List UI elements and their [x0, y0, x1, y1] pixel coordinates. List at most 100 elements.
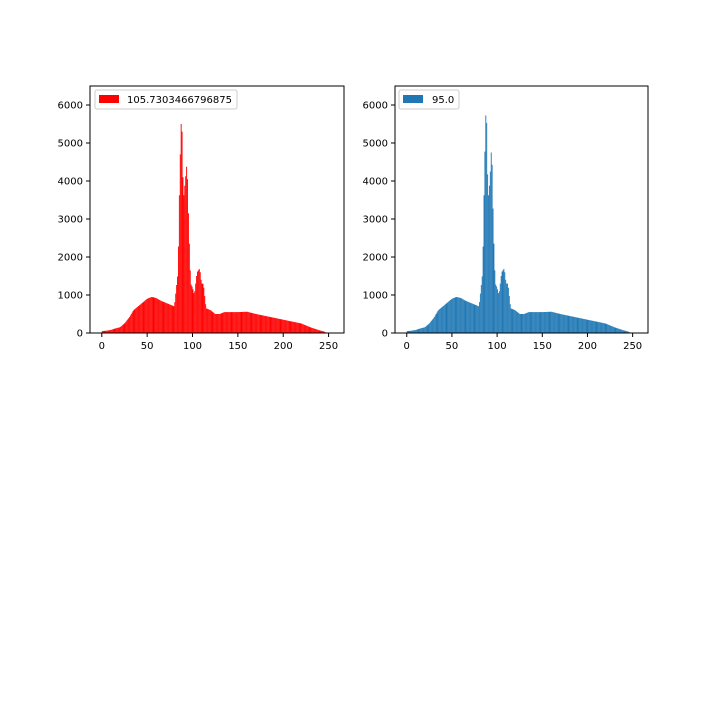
right-histogram-bar [531, 312, 533, 333]
left-histogram-bar [126, 320, 128, 333]
left-histogram-bar [133, 309, 135, 333]
right-histogram-bar [614, 327, 616, 333]
left-histogram-bar [145, 299, 147, 333]
left-histogram-bar [174, 302, 176, 334]
left-histogram-bar [196, 276, 198, 333]
left-histogram-bar [135, 308, 137, 333]
left-histogram-bar [240, 311, 242, 333]
left-histogram-bar [158, 299, 159, 333]
right-histogram-bar [510, 308, 512, 333]
right-histogram-bar [628, 331, 630, 333]
left-histogram-bar [193, 293, 195, 333]
right-histogram-bar [579, 318, 581, 333]
right-histogram-bar [573, 316, 574, 333]
left-histogram-bar [110, 329, 112, 333]
left-histogram-bar [314, 328, 315, 333]
left-histogram-bar [295, 322, 297, 333]
left-histogram-bar [217, 314, 218, 333]
left-histogram-bar [218, 314, 220, 333]
right-histogram-bar [440, 308, 442, 333]
left-histogram-bar [132, 310, 134, 333]
left-histogram-bar [254, 313, 256, 333]
left-histogram-bar [192, 289, 194, 333]
left-histogram-bar [318, 330, 320, 333]
right-histogram-bar [585, 319, 587, 333]
right-histogram-bar [549, 311, 551, 333]
left-histogram-bar [165, 302, 167, 333]
left-histogram-bar [220, 313, 222, 333]
right-histogram-bar [594, 321, 596, 333]
right-histogram-bar [482, 246, 484, 333]
right-histogram-bar [576, 317, 578, 333]
left-histogram-bar [120, 326, 122, 333]
left-x-tick-label: 250 [319, 341, 338, 352]
left-histogram-bar [158, 299, 160, 333]
left-histogram-bar [114, 328, 116, 333]
right-histogram-bar [451, 299, 452, 333]
left-histogram-bar [105, 330, 107, 333]
right-histogram-bar [600, 322, 602, 333]
right-histogram-bar [408, 330, 410, 333]
left-histogram-bar [151, 297, 153, 333]
left-histogram-bar [268, 316, 270, 333]
right-histogram-bar [459, 297, 461, 333]
right-histogram-bar [622, 330, 624, 333]
right-histogram-bar [626, 331, 628, 333]
left-histogram-bar [166, 303, 168, 333]
left-histogram-bar [270, 317, 272, 333]
left-histogram-bar [299, 323, 301, 333]
left-histogram-bar [129, 315, 131, 333]
right-histogram-bar [488, 195, 489, 333]
right-histogram-bar [582, 318, 584, 333]
left-histogram-bar [150, 297, 152, 333]
right-histogram-bar [561, 314, 563, 333]
right-histogram-bar [591, 320, 593, 333]
right-histogram-bar [505, 279, 507, 333]
right-histogram-bar [558, 313, 560, 333]
right-histogram-bar [456, 297, 458, 333]
right-x-tick-label: 0 [404, 341, 410, 352]
right-histogram-bar [455, 297, 457, 333]
left-x-tick-label: 150 [228, 341, 247, 352]
left-histogram-bar [313, 328, 315, 333]
right-histogram-bar [568, 315, 570, 333]
right-histogram-bar [575, 317, 577, 333]
left-histogram-bar [176, 285, 178, 333]
right-histogram-bar [472, 303, 474, 333]
right-histogram-bar [620, 329, 622, 333]
left-histogram-bar [279, 319, 281, 333]
right-histogram-bar [420, 328, 422, 333]
right-histogram-bar [493, 243, 495, 333]
right-histogram-bar [584, 319, 586, 333]
left-histogram-bar [177, 246, 179, 333]
left-histogram-bar [147, 298, 149, 333]
right-histogram-bar [413, 330, 415, 333]
left-histogram-bar [214, 313, 216, 333]
right-histogram-bar [542, 312, 544, 333]
left-x-tick-label: 100 [183, 341, 202, 352]
left-histogram-bar [225, 312, 227, 333]
left-histogram-bar [257, 314, 259, 333]
left-histogram-bar [219, 313, 221, 333]
left-histogram-bar [111, 329, 113, 333]
right-histogram-bar [527, 312, 529, 333]
right-histogram-bar [555, 312, 557, 333]
left-histogram-bar [322, 331, 324, 333]
left-histogram-bar [273, 317, 275, 333]
right-histogram-bar [439, 309, 441, 333]
left-histogram-bar [102, 330, 104, 333]
right-histogram-bar [525, 313, 527, 333]
right-histogram-bar [454, 297, 456, 333]
left-histogram-bar [311, 327, 313, 333]
right-y-tick-label: 5000 [363, 139, 388, 150]
right-y-tick-label: 1000 [363, 291, 388, 302]
left-histogram-bar [164, 302, 166, 333]
right-histogram-bar [419, 328, 421, 333]
left-histogram-bar [202, 283, 204, 333]
right-legend-swatch [403, 95, 423, 103]
right-histogram-bar [502, 270, 504, 333]
left-histogram-bar [183, 195, 185, 333]
left-histogram-bar [226, 312, 228, 333]
left-histogram-bar [317, 329, 319, 333]
